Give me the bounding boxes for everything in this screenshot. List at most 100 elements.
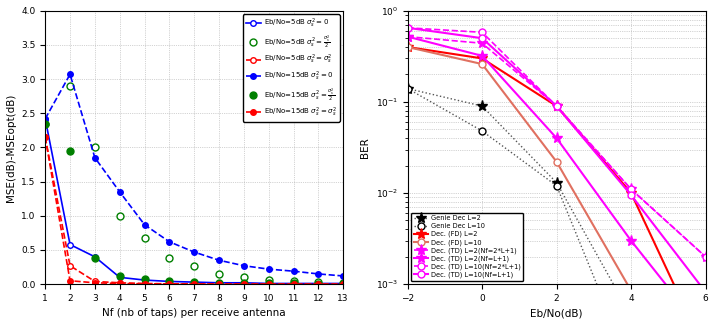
Line: Dec. (TD) L=10(Nf=2*L+1): Dec. (TD) L=10(Nf=2*L+1): [404, 24, 709, 260]
Line: Genie Dec L=2: Genie Dec L=2: [402, 83, 711, 324]
Eb/No=5dB $\sigma_s^2 = 0$: [314, 282, 323, 285]
Eb/No=5dB $\sigma_{\tilde{s}}^2 = \sigma_s^2$: [190, 282, 198, 286]
Eb/No=5dB $\sigma_{\tilde{s}}^2 = \sigma_s^2$: [41, 135, 49, 139]
Dec. (TD) L=10(Nf=L+1): [403, 26, 412, 30]
Line: Eb/No=15dB $\sigma_s^2 = 0$: Eb/No=15dB $\sigma_s^2 = 0$: [42, 72, 346, 279]
Eb/No=15dB $\sigma_{\tilde{s}}^2 = \frac{\sigma_s^2}{2}$: [240, 282, 248, 285]
X-axis label: Nf (nb of taps) per receive antenna: Nf (nb of taps) per receive antenna: [102, 308, 286, 318]
Eb/No=15dB $\sigma_{\tilde{s}}^2 = \frac{\sigma_s^2}{2}$: [91, 256, 99, 260]
Eb/No=15dB $\sigma_{\tilde{s}}^2 = \frac{\sigma_s^2}{2}$: [190, 280, 198, 284]
Eb/No=15dB $\sigma_{\tilde{s}}^2 = \frac{\sigma_s^2}{2}$: [165, 280, 174, 284]
Eb/No=15dB $\sigma_s^2 = 0$: [240, 264, 248, 268]
Eb/No=5dB $\sigma_{\tilde{s}}^2 = \frac{\sigma_s^2}{2}$: [240, 275, 248, 279]
Eb/No=15dB $\sigma_{\tilde{s}}^2 = \frac{\sigma_s^2}{2}$: [41, 122, 49, 125]
Eb/No=15dB $\sigma_{\tilde{s}}^2 = \frac{\sigma_s^2}{2}$: [116, 274, 124, 278]
Dec. (TD) L=2(Nf=2*L+1): [478, 41, 486, 45]
Line: Dec. (FD) L=10: Dec. (FD) L=10: [404, 43, 709, 324]
Eb/No=15dB $\sigma_s^2 = 0$: [165, 240, 174, 244]
Dec. (TD) L=10(Nf=2*L+1): [701, 255, 710, 259]
Eb/No=5dB $\sigma_s^2 = 0$: [264, 282, 273, 285]
Eb/No=5dB $\sigma_s^2 = 0$: [215, 281, 223, 285]
Eb/No=5dB $\sigma_{\tilde{s}}^2 = \sigma_s^2$: [140, 282, 149, 285]
Eb/No=5dB $\sigma_s^2 = 0$: [339, 282, 348, 285]
Line: Eb/No=5dB $\sigma_{\tilde{s}}^2 = \sigma_s^2$: Eb/No=5dB $\sigma_{\tilde{s}}^2 = \sigma…: [42, 134, 346, 287]
Dec. (TD) L=10(Nf=2*L+1): [627, 187, 635, 191]
Eb/No=15dB $\sigma_s^2 = 0$: [91, 156, 99, 160]
Dec. (TD) L=10(Nf=L+1): [478, 36, 486, 40]
Eb/No=15dB $\sigma_{\tilde{s}}^2 = \sigma_s^2$: [140, 282, 149, 286]
Line: Eb/No=5dB $\sigma_s^2 = 0$: Eb/No=5dB $\sigma_s^2 = 0$: [42, 116, 346, 286]
Eb/No=5dB $\sigma_s^2 = 0$: [289, 282, 298, 285]
Eb/No=15dB $\sigma_s^2 = 0$: [215, 258, 223, 262]
Dec. (TD) L=10(Nf=L+1): [701, 290, 710, 294]
Eb/No=5dB $\sigma_{\tilde{s}}^2 = \frac{\sigma_s^2}{2}$: [91, 145, 99, 149]
Eb/No=5dB $\sigma_{\tilde{s}}^2 = \sigma_s^2$: [264, 282, 273, 286]
Eb/No=5dB $\sigma_{\tilde{s}}^2 = \frac{\sigma_s^2}{2}$: [66, 84, 74, 88]
Eb/No=15dB $\sigma_{\tilde{s}}^2 = \sigma_s^2$: [91, 281, 99, 285]
Y-axis label: MSE(dB)-MSEopt(dB): MSE(dB)-MSEopt(dB): [6, 93, 16, 202]
Eb/No=15dB $\sigma_{\tilde{s}}^2 = \sigma_s^2$: [66, 279, 74, 283]
Eb/No=15dB $\sigma_{\tilde{s}}^2 = \frac{\sigma_s^2}{2}$: [66, 149, 74, 153]
Eb/No=15dB $\sigma_{\tilde{s}}^2 = \frac{\sigma_s^2}{2}$: [140, 277, 149, 281]
Genie Dec L=2: [478, 104, 486, 108]
Line: Dec. (TD) L=2(Nf=L+1): Dec. (TD) L=2(Nf=L+1): [402, 31, 711, 324]
Eb/No=15dB $\sigma_s^2 = 0$: [66, 72, 74, 76]
Dec. (TD) L=2(Nf=L+1): [553, 136, 561, 140]
Genie Dec L=2: [403, 87, 412, 90]
Eb/No=5dB $\sigma_{\tilde{s}}^2 = \sigma_s^2$: [289, 282, 298, 286]
Eb/No=15dB $\sigma_{\tilde{s}}^2 = \frac{\sigma_s^2}{2}$: [314, 282, 323, 286]
Eb/No=5dB $\sigma_s^2 = 0$: [41, 117, 49, 121]
Legend: Eb/No=5dB $\sigma_s^2 = 0$, Eb/No=5dB $\sigma_s^2 = \frac{\sigma_s^2}{2}$, Eb/No: Eb/No=5dB $\sigma_s^2 = 0$, Eb/No=5dB $\…: [243, 14, 340, 122]
Eb/No=15dB $\sigma_{\tilde{s}}^2 = \sigma_s^2$: [190, 282, 198, 286]
Eb/No=15dB $\sigma_s^2 = 0$: [116, 190, 124, 194]
Eb/No=15dB $\sigma_s^2 = 0$: [190, 250, 198, 254]
Eb/No=5dB $\sigma_{\tilde{s}}^2 = \sigma_s^2$: [314, 282, 323, 286]
Dec. (FD) L=2: [627, 191, 635, 195]
Genie Dec L=2: [553, 181, 561, 185]
Eb/No=15dB $\sigma_{\tilde{s}}^2 = \frac{\sigma_s^2}{2}$: [289, 282, 298, 285]
Dec. (FD) L=10: [553, 160, 561, 164]
Eb/No=5dB $\sigma_s^2 = 0$: [190, 280, 198, 284]
Eb/No=15dB $\sigma_{\tilde{s}}^2 = \frac{\sigma_s^2}{2}$: [215, 281, 223, 285]
Dec. (TD) L=2(Nf=2*L+1): [701, 255, 710, 259]
Eb/No=15dB $\sigma_{\tilde{s}}^2 = \sigma_s^2$: [264, 282, 273, 286]
Eb/No=15dB $\sigma_s^2 = 0$: [289, 269, 298, 273]
Eb/No=5dB $\sigma_{\tilde{s}}^2 = \frac{\sigma_s^2}{2}$: [140, 236, 149, 240]
Dec. (TD) L=10(Nf=L+1): [627, 193, 635, 197]
Dec. (FD) L=2: [403, 45, 412, 49]
Genie Dec L=2: [627, 314, 635, 318]
Eb/No=5dB $\sigma_{\tilde{s}}^2 = \sigma_s^2$: [66, 264, 74, 268]
Eb/No=5dB $\sigma_{\tilde{s}}^2 = \sigma_s^2$: [165, 282, 174, 286]
Eb/No=15dB $\sigma_{\tilde{s}}^2 = \sigma_s^2$: [289, 282, 298, 286]
Line: Eb/No=5dB $\sigma_{\tilde{s}}^2 = \frac{\sigma_s^2}{2}$: Eb/No=5dB $\sigma_{\tilde{s}}^2 = \frac{…: [41, 83, 346, 286]
Eb/No=5dB $\sigma_{\tilde{s}}^2 = \sigma_s^2$: [240, 282, 248, 286]
Dec. (TD) L=2(Nf=2*L+1): [553, 104, 561, 108]
Dec. (FD) L=2: [478, 56, 486, 60]
Eb/No=15dB $\sigma_s^2 = 0$: [41, 117, 49, 121]
Eb/No=5dB $\sigma_{\tilde{s}}^2 = \sigma_s^2$: [116, 281, 124, 285]
Dec. (TD) L=10(Nf=2*L+1): [403, 26, 412, 30]
Dec. (TD) L=2(Nf=L+1): [403, 35, 412, 39]
Eb/No=15dB $\sigma_s^2 = 0$: [140, 223, 149, 227]
Line: Dec. (TD) L=10(Nf=L+1): Dec. (TD) L=10(Nf=L+1): [404, 24, 709, 295]
Dec. (TD) L=2(Nf=2*L+1): [627, 187, 635, 191]
Eb/No=5dB $\sigma_{\tilde{s}}^2 = \frac{\sigma_s^2}{2}$: [314, 280, 323, 284]
Dec. (TD) L=10(Nf=L+1): [553, 104, 561, 108]
Eb/No=15dB $\sigma_{\tilde{s}}^2 = \sigma_s^2$: [165, 282, 174, 286]
Eb/No=5dB $\sigma_{\tilde{s}}^2 = \frac{\sigma_s^2}{2}$: [339, 281, 348, 285]
Dec. (FD) L=10: [478, 62, 486, 66]
Eb/No=5dB $\sigma_{\tilde{s}}^2 = \frac{\sigma_s^2}{2}$: [264, 278, 273, 282]
Eb/No=15dB $\sigma_{\tilde{s}}^2 = \sigma_s^2$: [215, 282, 223, 286]
Eb/No=5dB $\sigma_{\tilde{s}}^2 = \sigma_s^2$: [91, 280, 99, 284]
Dec. (FD) L=10: [403, 45, 412, 49]
X-axis label: Eb/No(dB): Eb/No(dB): [531, 308, 583, 318]
Eb/No=5dB $\sigma_{\tilde{s}}^2 = \sigma_s^2$: [339, 282, 348, 286]
Eb/No=5dB $\sigma_{\tilde{s}}^2 = \frac{\sigma_s^2}{2}$: [289, 280, 298, 284]
Line: Dec. (FD) L=2: Dec. (FD) L=2: [402, 41, 711, 324]
Eb/No=15dB $\sigma_{\tilde{s}}^2 = \sigma_s^2$: [116, 282, 124, 285]
Legend: Genie Dec L=2, Genie Dec L=10, Dec. (FD) L=2, Dec. (FD) L=10, Dec. (TD) L=2(Nf=2: Genie Dec L=2, Genie Dec L=10, Dec. (FD)…: [411, 213, 523, 281]
Eb/No=15dB $\sigma_{\tilde{s}}^2 = \sigma_s^2$: [314, 282, 323, 286]
Line: Dec. (TD) L=2(Nf=2*L+1): Dec. (TD) L=2(Nf=2*L+1): [402, 31, 711, 262]
Dec. (FD) L=10: [627, 289, 635, 293]
Y-axis label: BER: BER: [360, 137, 370, 158]
